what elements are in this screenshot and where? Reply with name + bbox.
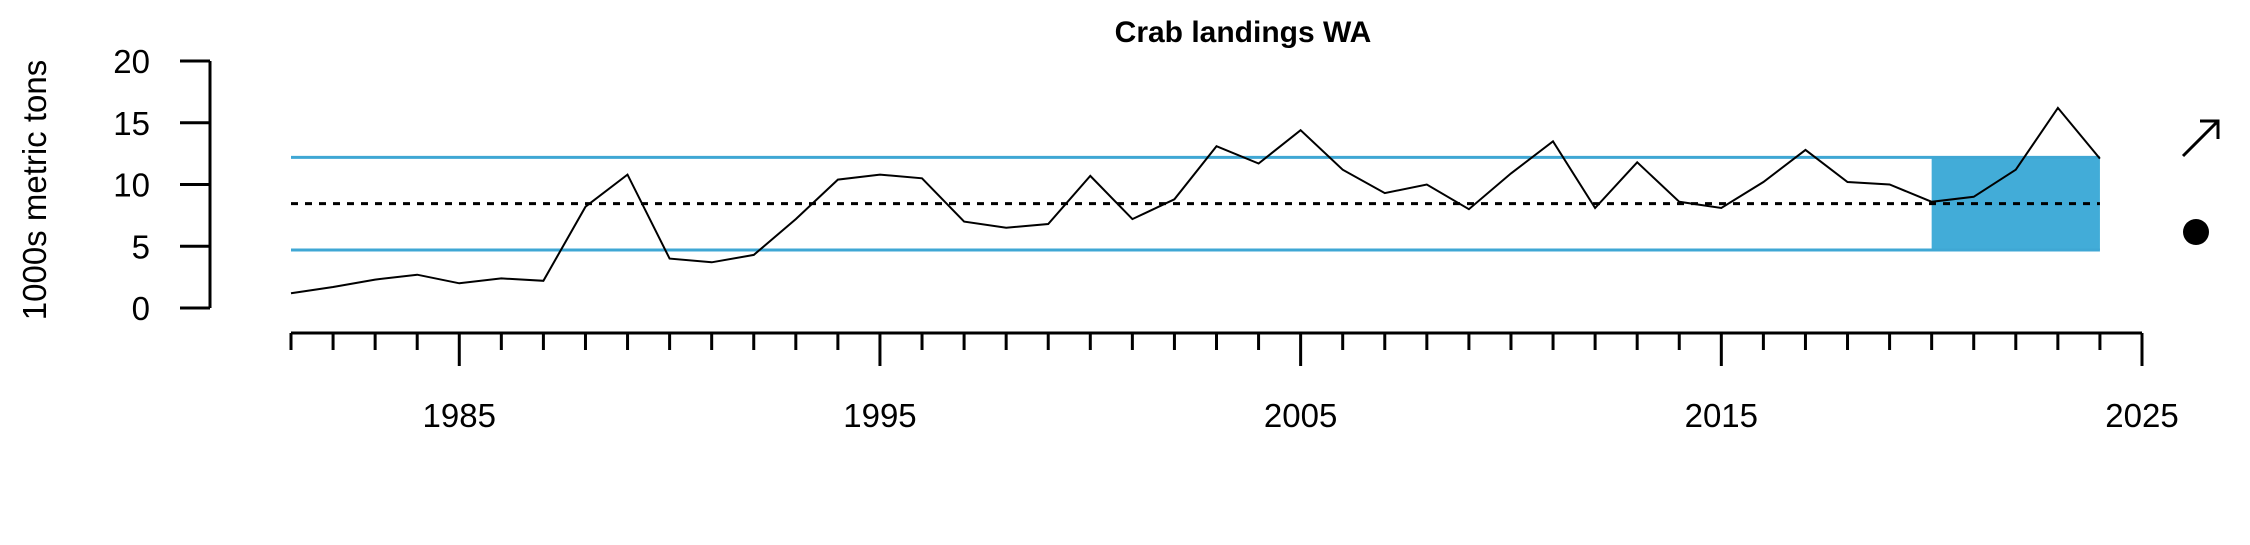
- x-tick-label: 1995: [843, 397, 916, 434]
- y-tick-label: 0: [132, 290, 150, 327]
- y-axis-label-group: 1000s metric tons: [16, 60, 53, 320]
- chart-title: Crab landings WA: [1115, 16, 1372, 49]
- status-indicators: [2181, 119, 2220, 245]
- y-tick-label: 15: [113, 105, 150, 142]
- arrow-up-right-icon: [2181, 119, 2220, 158]
- y-tick-label: 10: [113, 167, 150, 204]
- x-tick-label: 2025: [2105, 397, 2178, 434]
- arrow-head-icon: [2200, 119, 2220, 139]
- x-tick-label: 2005: [1264, 397, 1337, 434]
- x-tick-label: 1985: [423, 397, 496, 434]
- x-tick-label: 2015: [1685, 397, 1758, 434]
- x-axis: 1985 1995 2005 2015 2025: [289, 331, 2179, 434]
- y-axis: 0 5 10 15 20: [113, 43, 212, 327]
- y-axis-label: 1000s metric tons: [16, 60, 53, 320]
- y-tick-label: 5: [132, 228, 150, 265]
- filled-circle-icon: [2183, 219, 2209, 245]
- plot-area: [290, 106, 2101, 295]
- series-line: [290, 106, 2101, 295]
- y-tick-label: 20: [113, 43, 150, 80]
